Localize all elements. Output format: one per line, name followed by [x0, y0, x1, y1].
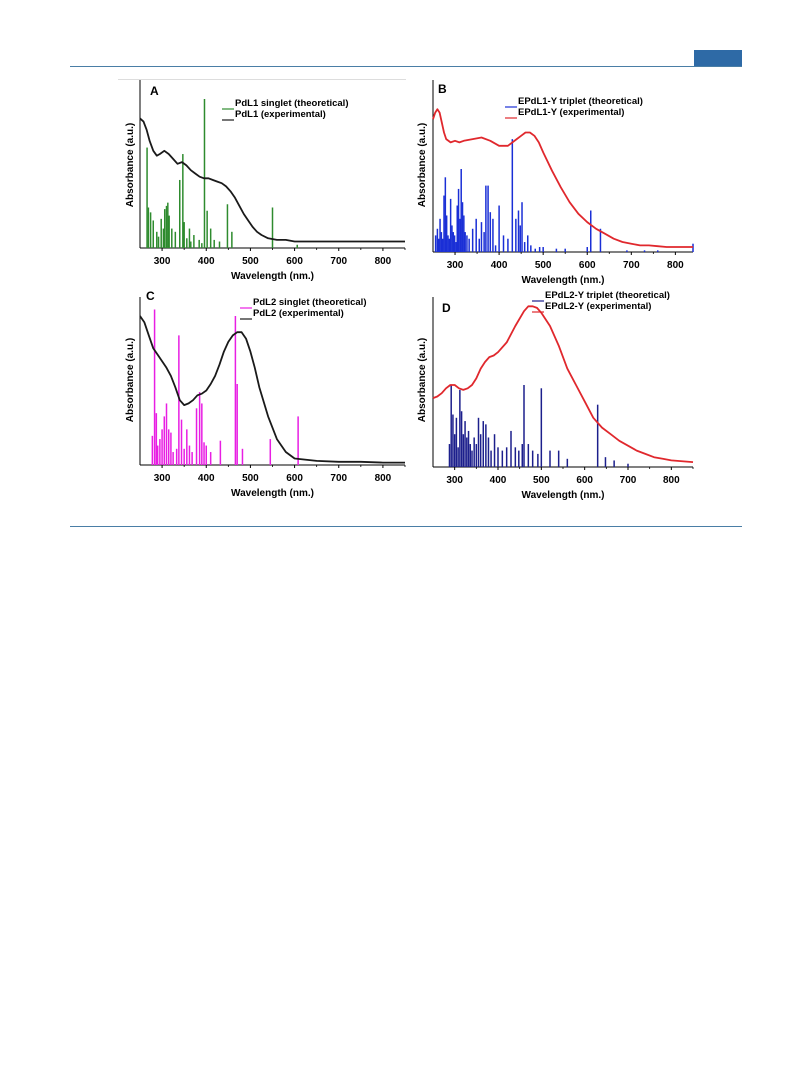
series-line — [432, 108, 693, 248]
series-line — [432, 305, 694, 463]
x-tick-label: 800 — [375, 473, 392, 484]
legend-label: PdL2 (experimental) — [253, 308, 344, 319]
legend-label: EPdL2-Y triplet (theoretical) — [545, 290, 670, 301]
legend-label: EPdL2-Y (experimental) — [545, 301, 651, 312]
x-axis-title: Wavelength (nm.) — [522, 275, 605, 286]
figure-frame-edge — [118, 79, 406, 80]
x-tick-label: 800 — [663, 475, 680, 486]
header-rule — [70, 66, 742, 67]
chart-panel-b: 300 400 500 600 700 800 Wavelength (nm.) Absorb… — [417, 80, 694, 286]
x-tick-label: 300 — [154, 473, 171, 484]
legend-label: PdL1 (experimental) — [235, 109, 326, 120]
x-tick-label: 700 — [620, 475, 637, 486]
x-axis-title: Wavelength (nm.) — [231, 271, 314, 282]
legend-label: EPdL1-Y (experimental) — [518, 107, 624, 118]
x-tick-label: 600 — [286, 473, 303, 484]
x-tick-label: 700 — [330, 473, 347, 484]
chart-panel-a: 300 400 500 600 700 800 Wavelength (nm.) Absorb… — [125, 80, 406, 282]
x-axis-title: Wavelength (nm.) — [231, 488, 314, 499]
x-tick-label: 400 — [490, 475, 507, 486]
x-tick-label: 500 — [242, 473, 259, 484]
x-tick-label: 800 — [375, 256, 392, 267]
legend-label: PdL1 singlet (theoretical) — [235, 98, 349, 109]
series-line — [139, 315, 405, 464]
panel-label: D — [442, 301, 451, 315]
y-axis-title: Absorbance (a.u.) — [417, 338, 428, 422]
x-tick-label: 600 — [576, 475, 593, 486]
legend-label: PdL2 singlet (theoretical) — [253, 297, 367, 308]
x-tick-label: 800 — [667, 260, 684, 271]
x-tick-label: 300 — [446, 475, 463, 486]
y-axis-title: Absorbance (a.u.) — [125, 123, 136, 207]
x-tick-label: 500 — [533, 475, 550, 486]
chart-panel-d: 300 400 500 600 700 800 Wavelength (nm.) Absorb… — [417, 290, 694, 501]
x-tick-label: 700 — [623, 260, 640, 271]
x-tick-label: 300 — [154, 256, 171, 267]
panel-label: B — [438, 82, 447, 96]
x-tick-label: 300 — [447, 260, 464, 271]
series-line — [139, 117, 405, 243]
x-tick-label: 600 — [286, 256, 303, 267]
x-tick-label: 400 — [198, 256, 215, 267]
x-tick-label: 700 — [330, 256, 347, 267]
x-tick-label: 500 — [535, 260, 552, 271]
y-axis-title: Absorbance (a.u.) — [125, 338, 136, 422]
x-tick-label: 500 — [242, 256, 259, 267]
chart-panel-c: 300 400 500 600 700 800 Wavelength (nm.) Absorb… — [125, 289, 406, 499]
x-tick-label: 400 — [491, 260, 508, 271]
header-band — [694, 50, 742, 66]
x-tick-label: 600 — [579, 260, 596, 271]
panel-label: C — [146, 289, 155, 303]
panel-label: A — [150, 84, 159, 98]
footer-rule — [70, 526, 742, 527]
legend-label: EPdL1-Y triplet (theoretical) — [518, 96, 643, 107]
x-tick-label: 400 — [198, 473, 215, 484]
y-axis-title: Absorbance (a.u.) — [417, 123, 428, 207]
x-axis-title: Wavelength (nm.) — [522, 490, 605, 501]
